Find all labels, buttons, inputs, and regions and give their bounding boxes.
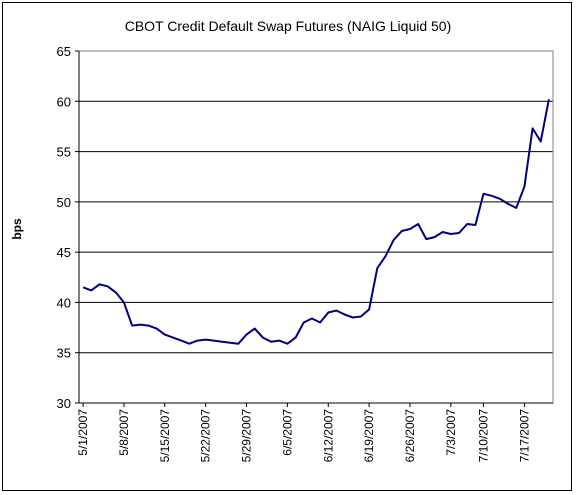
y-tick-label-30: 30: [57, 396, 71, 411]
x-tick-label-7: 6/19/2007: [362, 409, 376, 463]
chart-title: CBOT Credit Default Swap Futures (NAIG L…: [124, 18, 452, 34]
plot-area: [78, 50, 554, 404]
y-tick-label-65: 65: [57, 44, 71, 59]
y-tick-label-50: 50: [57, 195, 71, 210]
x-tick-label-11: 7/17/2007: [517, 409, 531, 463]
y-tick-label-60: 60: [57, 94, 71, 109]
x-tick-label-10: 7/10/2007: [477, 409, 491, 463]
y-tick-label-45: 45: [57, 245, 71, 260]
chart-frame: [2, 2, 572, 491]
x-tick-label-4: 5/29/2007: [240, 409, 254, 463]
y-tick-label-35: 35: [57, 346, 71, 361]
x-tick-label-6: 6/12/2007: [321, 409, 335, 463]
x-tick-label-3: 5/22/2007: [199, 409, 213, 463]
series-line-0: [82, 99, 550, 345]
y-tick-label-40: 40: [57, 295, 71, 310]
x-tick-label-8: 6/26/2007: [403, 409, 417, 463]
x-tick-label-0: 5/1/2007: [76, 409, 90, 456]
x-tick-label-5: 6/5/2007: [280, 409, 294, 456]
x-tick-label-9: 7/3/2007: [444, 409, 458, 456]
y-tick-label-55: 55: [57, 145, 71, 160]
x-tick-label-2: 5/15/2007: [158, 409, 172, 463]
x-tick-label-1: 5/8/2007: [117, 409, 131, 456]
